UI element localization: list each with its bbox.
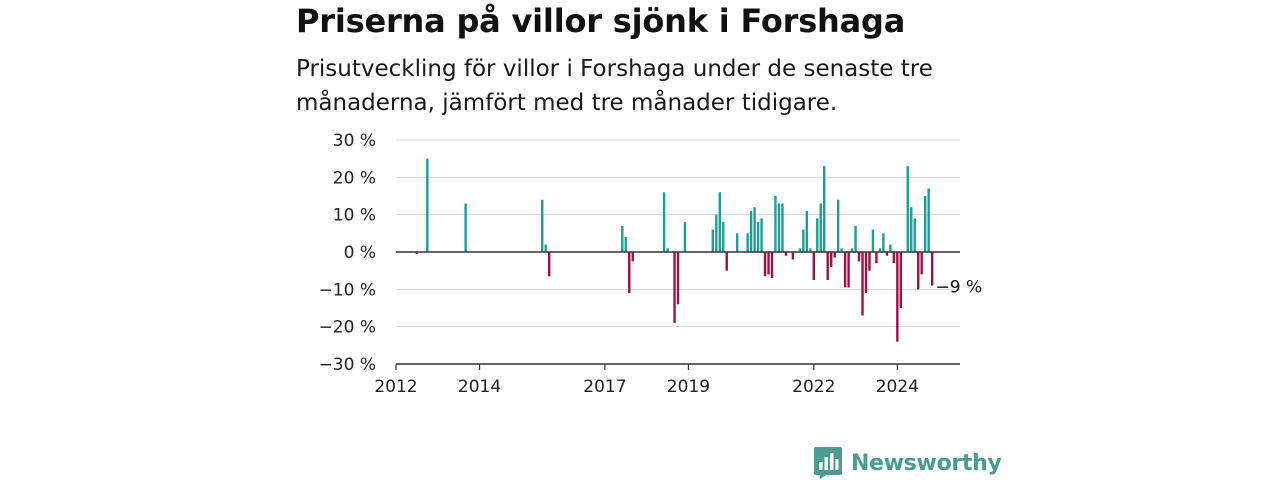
y-tick-label: 30 %	[333, 131, 376, 151]
bar	[415, 252, 419, 254]
bar	[809, 248, 812, 252]
bar	[892, 252, 896, 264]
bar	[711, 229, 715, 252]
bar	[871, 229, 875, 252]
latest-value-label: −9 %	[936, 278, 983, 298]
bar	[624, 237, 627, 252]
bar	[753, 207, 756, 252]
bar	[843, 252, 847, 288]
bar	[781, 203, 784, 252]
brand-logo: Newsworthy	[814, 446, 1002, 480]
bar	[878, 248, 882, 252]
bar	[746, 233, 749, 252]
bar	[930, 252, 934, 286]
bar	[784, 252, 788, 256]
bar	[910, 207, 913, 252]
brand-name: Newsworthy	[851, 450, 1002, 476]
bar	[631, 252, 634, 262]
bar	[718, 192, 721, 252]
bar	[628, 252, 631, 294]
bar	[798, 248, 802, 252]
bar-chart: 30 %20 %10 %0 %−10 %−20 %−30 % 2012 2014 2…	[319, 131, 983, 397]
bar	[763, 252, 767, 277]
bar	[676, 252, 680, 305]
bar	[861, 252, 864, 316]
bar	[816, 218, 819, 252]
x-tick-label: 2022	[792, 377, 835, 397]
bar	[875, 252, 878, 264]
bar	[812, 252, 815, 280]
newsworthy-logo-icon	[814, 447, 842, 479]
bar	[683, 222, 687, 252]
bar	[770, 252, 774, 279]
bar	[829, 252, 833, 267]
y-tick-label: −20 %	[319, 318, 376, 338]
bar	[899, 252, 903, 308]
bar	[847, 252, 850, 288]
x-tick-label: 2024	[876, 377, 919, 397]
bar	[868, 252, 871, 271]
bar	[920, 252, 923, 275]
bar	[735, 233, 739, 252]
y-tick-label: 10 %	[333, 206, 376, 226]
bar	[662, 192, 666, 252]
y-tick-label: 0 %	[344, 243, 376, 263]
bar	[621, 225, 624, 252]
bar	[715, 214, 718, 252]
bar	[544, 244, 547, 252]
bar	[774, 196, 777, 252]
bar	[889, 244, 892, 252]
bar	[541, 199, 544, 252]
bar	[805, 210, 809, 252]
bar	[882, 233, 885, 252]
bar	[666, 248, 669, 252]
bar	[673, 252, 676, 323]
bar	[836, 199, 840, 252]
bar	[923, 196, 927, 252]
bar	[885, 252, 889, 256]
bar	[426, 158, 429, 252]
bars	[415, 158, 934, 342]
annotations: −9 %	[936, 278, 983, 298]
bar	[850, 248, 854, 252]
bar	[833, 252, 836, 258]
chart-title: Priserna på villor sjönk i Forshaga	[296, 2, 906, 40]
bar	[767, 252, 770, 275]
bar	[913, 218, 916, 252]
y-tick-label: −30 %	[319, 355, 376, 375]
bar	[802, 229, 805, 252]
bar	[547, 252, 551, 277]
bar	[725, 252, 728, 271]
x-tick-label: 2014	[458, 377, 501, 397]
bar	[756, 222, 760, 252]
x-tick-label: 2019	[667, 377, 710, 397]
bar	[906, 166, 909, 252]
x-tick-label: 2017	[583, 377, 626, 397]
bar	[722, 222, 725, 252]
y-axis-ticks: 30 % 20 % 10 % 0 % −10 % −20 % −30 %	[319, 131, 376, 375]
bar	[760, 218, 763, 252]
bar	[791, 252, 795, 260]
chart-subtitle: Prisutveckling för villor i Forshaga und…	[296, 56, 933, 116]
bar	[896, 252, 899, 342]
bar	[777, 203, 781, 252]
bar	[864, 252, 868, 294]
x-axis-ticks: 2012 2014 2017 2019 2022 2024	[374, 364, 919, 397]
bar	[840, 248, 843, 252]
bar	[464, 203, 467, 252]
bar	[857, 252, 861, 262]
axes	[396, 251, 960, 365]
y-tick-label: 20 %	[333, 168, 376, 188]
bar	[823, 166, 826, 252]
bar	[826, 252, 829, 280]
bar	[917, 252, 920, 290]
x-tick-label: 2012	[374, 377, 417, 397]
bar	[749, 210, 753, 252]
bar	[927, 188, 930, 252]
bar	[819, 203, 822, 252]
y-tick-label: −10 %	[319, 280, 376, 300]
bar	[854, 225, 857, 252]
